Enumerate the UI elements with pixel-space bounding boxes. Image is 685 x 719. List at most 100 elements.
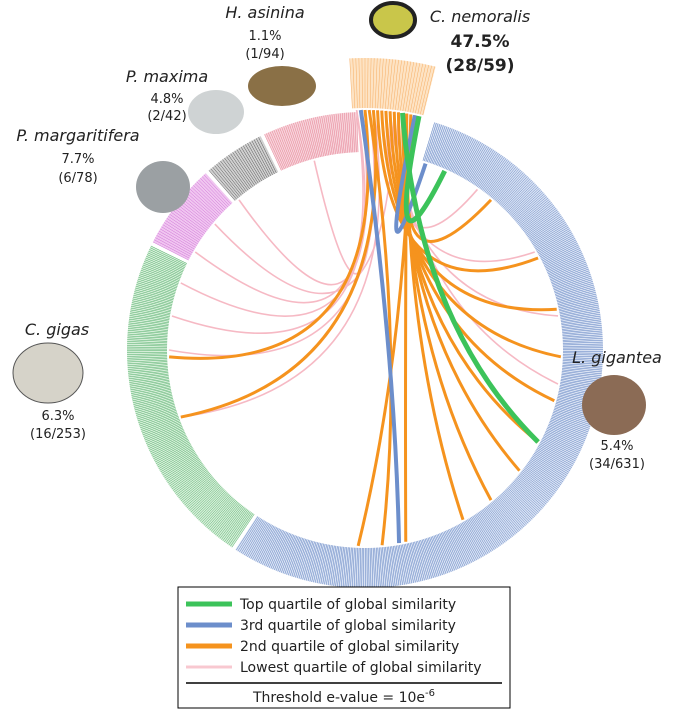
segment-stripe (287, 124, 301, 163)
segment-stripe (512, 190, 543, 218)
segment-stripe (396, 545, 403, 586)
segment-stripe (127, 333, 168, 337)
segment-stripe (470, 148, 493, 183)
segment-stripe (170, 464, 204, 488)
segment-stripe (544, 249, 582, 268)
segment-stripe (496, 498, 523, 529)
segment-stripe (189, 483, 220, 511)
segment-stripe (132, 392, 172, 402)
segment-stripe (369, 547, 372, 588)
segment-stripe (539, 443, 575, 463)
segment-stripe (552, 274, 591, 288)
segment-stripe (209, 499, 236, 531)
segment-stripe (458, 140, 478, 176)
segment-stripe (550, 267, 589, 282)
segment-stripe (281, 126, 296, 165)
species-name: C. nemoralis (430, 7, 530, 26)
segment-stripe (444, 132, 462, 169)
segment-stripe (457, 524, 477, 561)
segment-stripe (201, 493, 230, 523)
segment-stripe (240, 146, 263, 182)
link (392, 111, 539, 444)
segment-stripe (407, 62, 417, 112)
segment-stripe (547, 256, 585, 273)
segment-stripe (352, 112, 355, 153)
segment-stripe (337, 546, 343, 587)
segment-stripe (203, 174, 232, 205)
segment-stripe (487, 162, 513, 195)
segment-stripe (544, 433, 581, 452)
segment-stripe (461, 522, 482, 558)
segment-stripe (550, 265, 588, 280)
segment-stripe (549, 420, 588, 436)
segment-stripe (516, 476, 548, 504)
segment-stripe (226, 156, 250, 190)
segment-stripe (181, 476, 214, 503)
segment-stripe (531, 220, 565, 243)
segment-stripe (253, 139, 273, 175)
segment-stripe (471, 149, 494, 184)
segment-stripe (232, 152, 256, 186)
segment-stripe (295, 122, 308, 161)
segment-stripe (277, 128, 293, 166)
segment-stripe (157, 232, 193, 254)
link (376, 110, 539, 273)
segment-stripe (203, 495, 232, 526)
segment-stripe (289, 124, 303, 163)
segment-stripe (516, 196, 548, 223)
segment-stripe (512, 481, 543, 509)
segment-stripe (160, 228, 195, 250)
segment-stripe (127, 341, 168, 344)
segment-stripe (493, 168, 520, 200)
species-percent: 47.5% (451, 32, 510, 52)
segment-stripe (133, 295, 173, 305)
segment-stripe (154, 441, 190, 461)
species-count: (1/94) (245, 47, 284, 62)
segment-stripe (202, 494, 231, 525)
segment-stripe (538, 236, 575, 256)
segment-stripe (206, 497, 234, 529)
segment-stripe (552, 412, 591, 426)
segment-stripe (315, 117, 325, 157)
segment-stripe (304, 541, 315, 581)
segment-stripe (318, 544, 327, 584)
segment-stripe (139, 413, 178, 427)
segment-stripe (561, 369, 602, 375)
segment-stripe (168, 461, 202, 485)
segment-stripe (549, 263, 587, 279)
segment-stripe (130, 309, 170, 317)
segment-stripe (135, 285, 175, 298)
segment-stripe (503, 490, 533, 520)
segment-stripe (234, 150, 257, 185)
segment-stripe (184, 194, 216, 221)
segment-stripe (327, 114, 335, 155)
segment-stripe (138, 277, 177, 290)
segment-stripe (221, 507, 246, 540)
segment-stripe (490, 166, 517, 198)
segment-stripe (382, 547, 387, 588)
segment-stripe (212, 501, 239, 533)
segment-stripe (561, 325, 602, 330)
segment-stripe (131, 304, 171, 313)
segment-stripe (307, 119, 318, 158)
segment-stripe (436, 534, 452, 572)
segment-stripe (420, 539, 433, 579)
segment-stripe (305, 541, 317, 581)
segment-stripe (313, 117, 323, 157)
segment-stripe (549, 422, 587, 438)
segment-stripe (130, 381, 170, 389)
segment-stripe (422, 66, 435, 116)
segment-stripe (536, 231, 572, 252)
species-percent: 5.4% (600, 439, 633, 454)
segment-stripe (534, 226, 569, 248)
segment-stripe (389, 546, 396, 587)
segment-stripe (127, 339, 168, 342)
segment-stripe (291, 538, 305, 577)
segment-stripe (431, 125, 446, 164)
segment-stripe (485, 507, 510, 540)
segment-stripe (128, 369, 168, 374)
segment-stripe (447, 133, 465, 171)
segment-stripe (452, 136, 472, 173)
segment-stripe (506, 488, 536, 517)
segment-stripe (284, 536, 299, 575)
